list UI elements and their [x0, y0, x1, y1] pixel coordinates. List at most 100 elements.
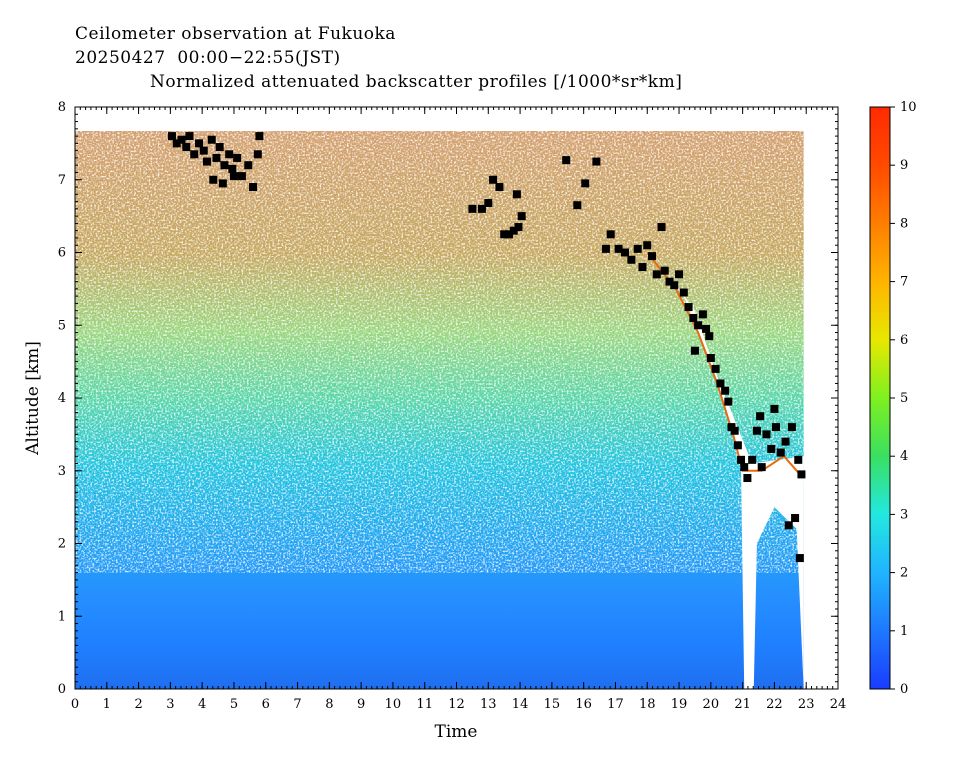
cloud-base-point [484, 199, 493, 208]
cloud-base-point [698, 310, 707, 319]
cloud-base-point [740, 463, 749, 472]
cloud-base-point [606, 230, 615, 239]
cloud-base-point [748, 455, 757, 464]
cloud-base-point [592, 157, 601, 166]
cloud-base-point [665, 277, 674, 286]
chart-title-line2: 20250427 00:00−22:55(JST) [75, 48, 341, 68]
cloud-base-point [690, 346, 699, 355]
colorbar-tick-label: 0 [900, 682, 908, 697]
x-tick-label: 21 [734, 697, 751, 712]
cloud-base-point [781, 437, 790, 446]
cloud-base-point [500, 230, 509, 239]
cloud-base-point [207, 135, 216, 144]
colorbar-tick-label: 5 [900, 391, 908, 406]
y-tick-label: 2 [58, 537, 66, 552]
x-tick-label: 19 [671, 697, 688, 712]
colorbar-tick-label: 1 [900, 624, 908, 639]
x-tick-label: 7 [293, 697, 301, 712]
cloud-base-point [620, 248, 629, 257]
cloud-base-point [737, 455, 746, 464]
cloud-base-point [199, 146, 208, 155]
cloud-base-point [228, 164, 237, 173]
cloud-base-point [770, 404, 779, 413]
cloud-base-point [705, 332, 714, 341]
cloud-base-point [679, 288, 688, 297]
x-tick-label: 0 [71, 697, 79, 712]
x-axis-label: Time [435, 722, 478, 742]
x-tick-label: 18 [639, 697, 656, 712]
cloud-base-point [648, 252, 657, 261]
x-tick-label: 23 [798, 697, 815, 712]
cloud-base-point [194, 139, 203, 148]
x-tick-label: 12 [448, 697, 465, 712]
cloud-base-point [237, 172, 246, 181]
x-tick-label: 2 [134, 697, 142, 712]
cloud-base-point [225, 150, 234, 159]
cloud-base-point [212, 153, 221, 162]
cloud-base-point [185, 132, 194, 141]
x-tick-label: 17 [607, 697, 624, 712]
cloud-base-point [509, 226, 518, 235]
y-tick-label: 3 [58, 464, 66, 479]
cloud-base-point [220, 161, 229, 170]
cloud-base-point [601, 244, 610, 253]
cloud-base-point [202, 157, 211, 166]
cloud-base-point [244, 161, 253, 170]
x-tick-label: 15 [544, 697, 561, 712]
colorbar-tick-label: 6 [900, 333, 908, 348]
cloud-base-point [730, 426, 739, 435]
cloud-base-point [702, 324, 711, 333]
cloud-base-point [562, 156, 571, 165]
cloud-base-point [767, 444, 776, 453]
y-tick-label: 7 [58, 173, 66, 188]
x-tick-label: 3 [166, 697, 174, 712]
colorbar-tick-label: 4 [900, 449, 908, 464]
cloud-base-point [167, 132, 176, 141]
noise-speckle [75, 131, 804, 573]
cloud-base-point [797, 470, 806, 479]
cloud-base-point [638, 263, 647, 272]
y-tick-label: 4 [58, 391, 66, 406]
cloud-base-point [215, 143, 224, 152]
cloud-base-point [477, 204, 486, 213]
cloud-base-point [757, 463, 766, 472]
y-tick-label: 8 [58, 100, 66, 115]
cloud-base-point [660, 266, 669, 275]
cloud-base-point [791, 514, 800, 523]
cloud-base-point [255, 132, 264, 141]
x-tick-label: 9 [357, 697, 365, 712]
cloud-base-point [514, 223, 523, 232]
y-axis-label: Altitude [km] [23, 341, 43, 456]
cloud-base-point [627, 255, 636, 264]
x-tick-label: 22 [766, 697, 783, 712]
colorbar-tick-label: 9 [900, 158, 908, 173]
cloud-base-point [762, 430, 771, 439]
cloud-base-point [190, 150, 199, 159]
cloud-base-point [721, 386, 730, 395]
x-tick-label: 4 [198, 697, 206, 712]
x-tick-label: 6 [262, 697, 270, 712]
colorbar-tick-label: 2 [900, 566, 908, 581]
cloud-base-point [218, 179, 227, 188]
x-tick-label: 24 [830, 697, 847, 712]
x-tick-label: 13 [480, 697, 497, 712]
cloud-base-point [733, 441, 742, 450]
x-tick-label: 11 [416, 697, 433, 712]
cloud-base-point [724, 397, 733, 406]
cloud-base-point [706, 353, 715, 362]
cloud-base-point [209, 175, 218, 184]
x-tick-label: 10 [385, 697, 402, 712]
y-tick-label: 5 [58, 318, 66, 333]
cloud-base-point [504, 230, 513, 239]
cloud-base-point [495, 183, 504, 192]
colorbar-gradient [869, 106, 891, 690]
cloud-base-point [652, 270, 661, 279]
cloud-base-point [253, 150, 262, 159]
cloud-base-point [172, 139, 181, 148]
colorbar-tick-label: 8 [900, 216, 908, 231]
cloud-base-point [772, 423, 781, 432]
cloud-base-point [694, 321, 703, 330]
cloud-base-point [795, 554, 804, 563]
cloud-base-point [743, 474, 752, 483]
cloud-base-point [752, 426, 761, 435]
